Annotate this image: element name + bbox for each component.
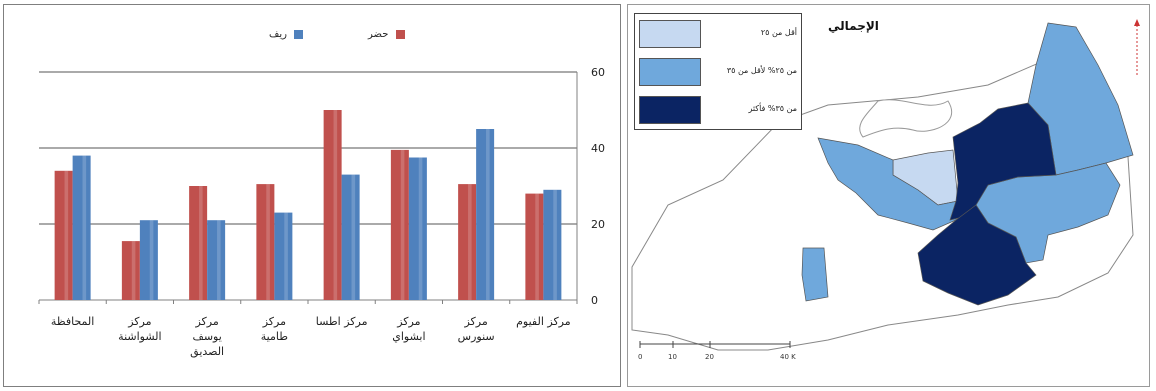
bar-urban — [458, 184, 477, 300]
bar-rural — [341, 174, 360, 300]
legend-swatch-urban — [395, 29, 405, 39]
map-legend-label-mid: من ٢٥% لأقل من ٣٥ — [726, 66, 797, 75]
choropleth-map-panel: 0 10 20 40 K الإجمالي أقل من ٢٥ من ٢٥% ل… — [627, 4, 1150, 387]
legend-swatch-rural — [294, 29, 304, 39]
map-legend-swatch-high — [639, 96, 701, 124]
choropleth-map: 0 10 20 40 K — [631, 22, 1134, 361]
bar-highlight — [351, 174, 356, 300]
bar-rural — [72, 155, 91, 300]
bar-highlight — [217, 220, 221, 300]
legend-label-urban: حضر — [368, 29, 389, 40]
bar-rural — [408, 157, 427, 300]
region-25-to-35-south — [801, 247, 829, 302]
bar-highlight — [400, 149, 405, 300]
lake-outline — [859, 99, 952, 138]
scale-label-10: 10 — [668, 353, 677, 361]
bar-highlight — [284, 212, 288, 300]
x-tick-label: مركز — [127, 315, 151, 328]
bar-urban — [256, 184, 275, 300]
region-35-plus-north — [949, 102, 1057, 221]
bar-urban — [323, 110, 342, 300]
bar-highlight — [535, 193, 539, 300]
y-tick-label: 40 — [591, 142, 605, 155]
x-tick-label: طامية — [261, 330, 288, 343]
bar-urban — [54, 170, 73, 300]
map-legend-row-low: أقل من ٢٥ — [639, 20, 797, 50]
y-tick-label: 60 — [591, 66, 605, 79]
x-tick-label: مركز — [396, 315, 420, 328]
bar-rural — [207, 220, 226, 300]
map-legend-swatch-low — [639, 20, 701, 48]
bar-highlight — [266, 184, 270, 300]
bar-urban — [525, 193, 544, 300]
bar-highlight — [418, 157, 423, 300]
bar-rural — [274, 212, 293, 300]
x-tick-label: مركز — [463, 315, 487, 328]
scale-label-40: 40 K — [780, 353, 796, 361]
y-tick-label: 0 — [591, 294, 598, 307]
bar-highlight — [199, 186, 203, 300]
map-legend-label-high: من ٣٥% فأكثر — [748, 104, 797, 113]
bar-rural — [476, 129, 495, 300]
bar-urban — [189, 186, 208, 300]
bar-highlight — [333, 110, 338, 300]
legend-label-rural: ريف — [269, 29, 287, 40]
bar-highlight — [64, 170, 69, 300]
legend-item-urban: حضر — [368, 29, 405, 40]
scale-label-20: 20 — [705, 353, 714, 361]
bar-urban — [121, 241, 140, 300]
y-tick-label: 20 — [591, 218, 605, 231]
x-tick-label: الصديق — [190, 345, 224, 359]
bar-chart-panel: ريف حضر 0 20 40 60 مركز الفيوم مركز سنورس مركز ا… — [3, 4, 621, 387]
x-tick-label: سنورس — [458, 330, 495, 343]
map-title: الإجمالي — [828, 19, 879, 33]
legend-item-rural: ريف — [269, 29, 304, 40]
bar-highlight — [553, 189, 557, 300]
bar-highlight — [486, 129, 490, 300]
x-tick-label: مركز الفيوم — [516, 315, 571, 328]
bar-highlight — [82, 155, 87, 300]
map-legend: أقل من ٢٥ من ٢٥% لأقل من ٣٥ من ٣٥% فأكثر — [634, 13, 802, 130]
x-tick-label: مركز — [194, 315, 218, 328]
bar-rural — [543, 189, 562, 300]
x-tick-label: مركز اطسا — [316, 315, 368, 328]
bar-highlight — [468, 184, 472, 300]
scale-bar: 0 10 20 40 K — [638, 341, 796, 361]
x-tick-label: مركز — [262, 315, 286, 328]
map-legend-row-high: من ٣٥% فأكثر — [639, 96, 797, 126]
bar-highlight — [131, 241, 136, 300]
x-tick-label: الشواشنة — [118, 330, 161, 343]
bar-highlight — [149, 220, 154, 300]
bar-urban — [390, 149, 409, 300]
bar-chart: 0 20 40 60 مركز الفيوم مركز سنورس مركز ابشواي مرك… — [38, 66, 605, 359]
map-legend-label-low: أقل من ٢٥ — [760, 28, 797, 37]
scale-label-0: 0 — [638, 353, 642, 361]
region-35-plus-south — [917, 204, 1037, 306]
x-tick-label: ابشواي — [392, 330, 425, 343]
map-legend-row-mid: من ٢٥% لأقل من ٣٥ — [639, 58, 797, 88]
north-arrow-icon — [1134, 19, 1140, 77]
x-tick-label: يوسف — [192, 330, 221, 343]
x-tick-label: المحافظة — [51, 315, 94, 328]
map-legend-swatch-mid — [639, 58, 701, 86]
bar-rural — [139, 220, 158, 300]
